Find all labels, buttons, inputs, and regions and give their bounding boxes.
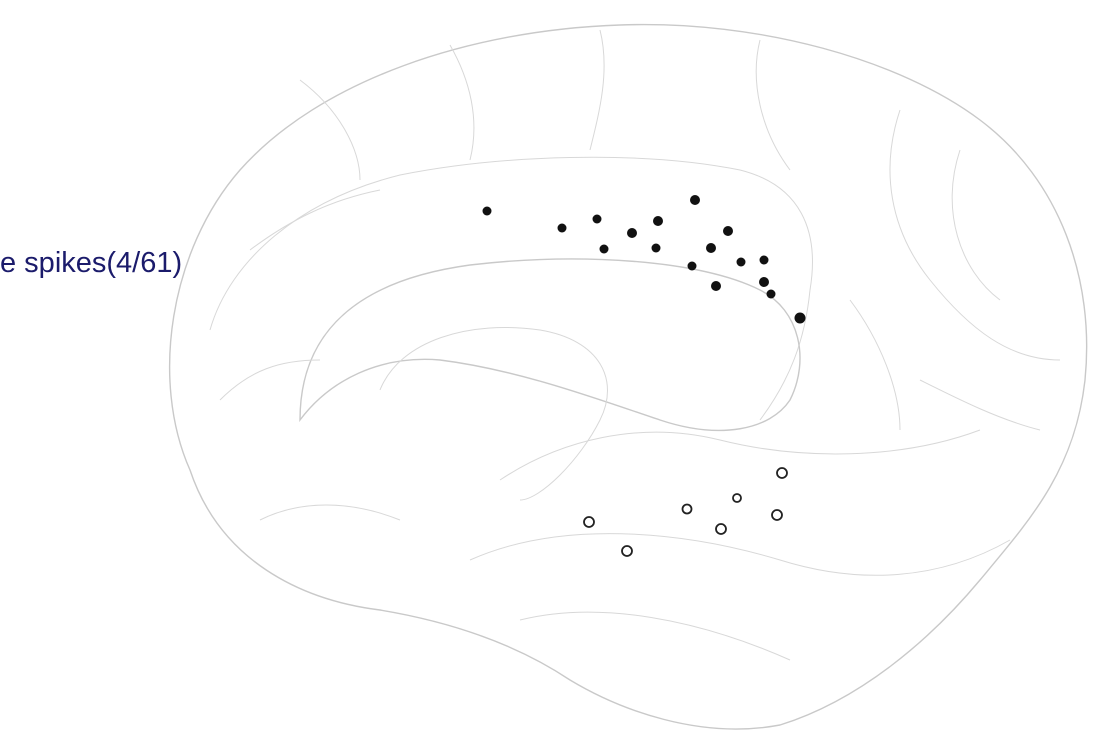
open-dots bbox=[583, 467, 788, 557]
brain-outline bbox=[169, 23, 1088, 730]
caption: e spikes(4/61) bbox=[0, 247, 183, 279]
filled-dots bbox=[482, 195, 806, 324]
